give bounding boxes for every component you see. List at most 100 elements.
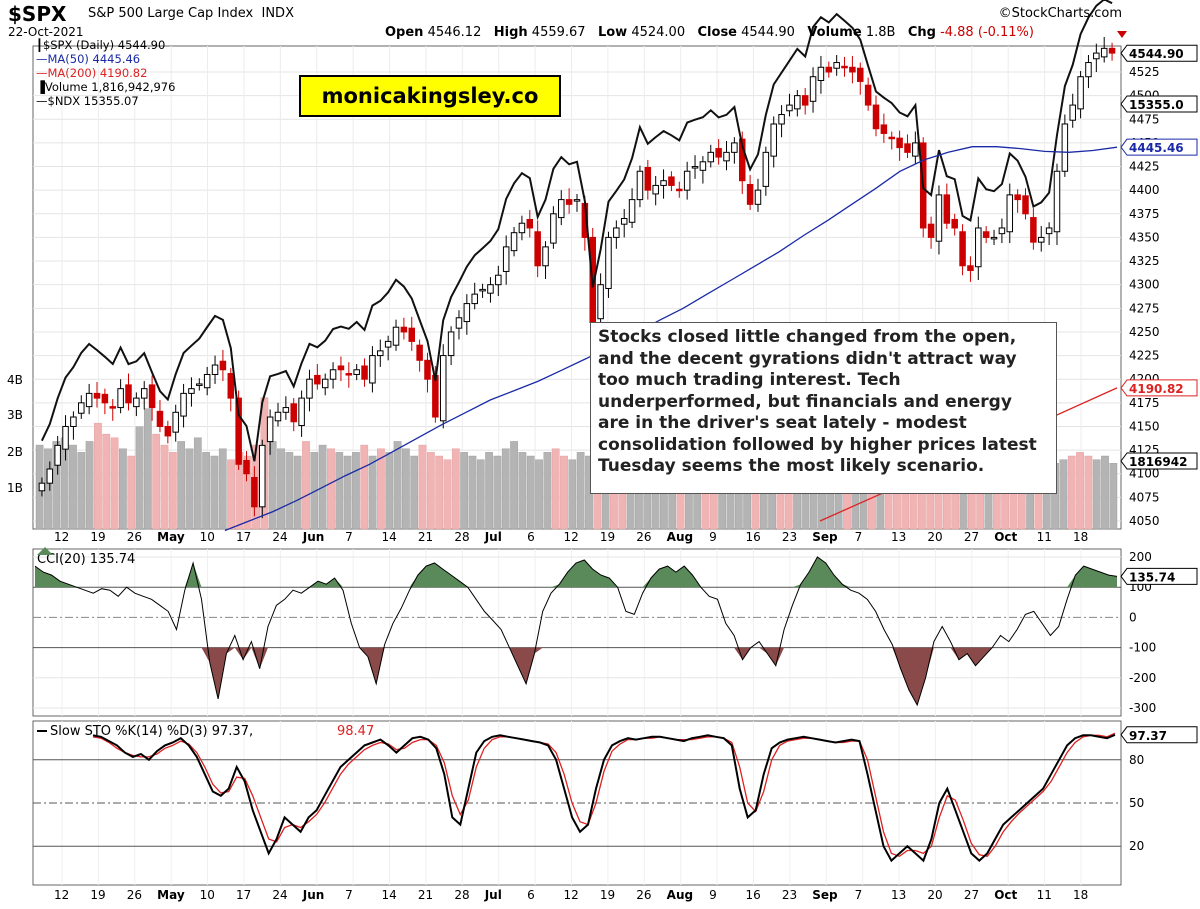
source-credit[interactable]: ©StockCharts.com xyxy=(998,6,1122,21)
candle-body xyxy=(479,288,486,292)
candle-body xyxy=(746,183,754,205)
candle-body xyxy=(613,227,620,238)
ndx-value-tag: 15355.0 xyxy=(1129,98,1184,112)
ndx-line xyxy=(40,0,1113,462)
x-tick-label: 13 xyxy=(891,888,906,902)
candle-body xyxy=(550,213,557,244)
volume-bar xyxy=(1092,459,1101,530)
x-tick-label: 7 xyxy=(345,530,353,544)
price-tick-label: 4075 xyxy=(1129,490,1160,504)
candle-body xyxy=(959,231,966,267)
volume-bar xyxy=(352,452,360,530)
x-tick-label: 24 xyxy=(272,530,287,544)
candle-body xyxy=(652,184,659,195)
volume-bar xyxy=(410,455,419,530)
index-name: S&P 500 Large Cap Index INDX xyxy=(88,6,294,21)
volume-bar xyxy=(102,433,111,530)
x-tick-label: 19 xyxy=(90,888,105,902)
index-fullname: S&P 500 Large Cap Index xyxy=(88,6,254,21)
volume-bar xyxy=(1084,455,1093,530)
candle-body xyxy=(408,327,416,342)
volume-bar xyxy=(1059,459,1068,530)
candle-body xyxy=(620,218,628,225)
x-tick-label: 20 xyxy=(927,888,942,902)
x-tick-label: Oct xyxy=(994,530,1017,544)
volume-axis-label: 1B xyxy=(7,481,23,495)
volume-bar xyxy=(119,448,127,530)
candle-body xyxy=(975,227,982,268)
chg-label: Chg xyxy=(907,25,936,40)
volume-bar xyxy=(426,452,435,530)
price-tick-label: 4375 xyxy=(1129,207,1160,221)
volume-bar xyxy=(377,448,385,530)
candle-body xyxy=(558,199,565,219)
candle-body xyxy=(896,137,903,149)
candle-body xyxy=(723,151,730,162)
candle-body xyxy=(1037,236,1045,243)
cci-tick-label: 0 xyxy=(1129,610,1137,624)
volume-bar xyxy=(543,452,552,530)
candle-body xyxy=(227,373,235,399)
cci-label: CCI(20) 135.74 xyxy=(37,552,135,567)
candle-body xyxy=(1006,194,1014,233)
x-tick-label: 12 xyxy=(54,888,69,902)
x-tick-label: 28 xyxy=(454,530,469,544)
candle-body xyxy=(833,62,840,69)
candle-body xyxy=(982,231,990,238)
candle-body xyxy=(801,95,809,106)
candle-body xyxy=(1022,195,1029,215)
legend-ma50: —MA(50) 4445.46 xyxy=(36,52,141,66)
candle-body xyxy=(668,176,675,186)
volume-bar xyxy=(135,426,144,530)
chg-value: -4.88 (-0.11%) xyxy=(940,25,1034,40)
x-tick-label: 10 xyxy=(200,530,215,544)
exchange: INDX xyxy=(261,6,294,21)
x-tick-label: 26 xyxy=(636,888,651,902)
price-tick-label: 4150 xyxy=(1129,419,1160,433)
candle-body xyxy=(416,344,423,361)
volume-bar xyxy=(77,452,86,530)
candle-body xyxy=(683,170,691,191)
x-tick-label: 21 xyxy=(418,888,433,902)
x-tick-label: 11 xyxy=(1037,530,1052,544)
price-tick-label: 4300 xyxy=(1129,278,1160,292)
volume-value-tag: 1816942 xyxy=(1129,455,1187,469)
volume-bar xyxy=(227,459,235,530)
x-tick-label: 19 xyxy=(600,888,615,902)
candle-body xyxy=(345,373,353,376)
volume-bar xyxy=(168,452,177,530)
legend-volume: ▐Volume 1,816,942,976 xyxy=(36,80,176,94)
candle-body xyxy=(133,397,140,408)
high-label: High xyxy=(493,25,528,40)
candle-body xyxy=(101,393,109,404)
volume-bar xyxy=(127,455,136,530)
candle-body xyxy=(203,373,211,389)
x-tick-label: 20 xyxy=(927,530,942,544)
watermark-banner[interactable]: monicakingsley.co xyxy=(299,75,561,117)
sto-value-tag-box xyxy=(1120,726,1198,744)
ohlc-readout: Open 4546.12 High 4559.67 Low 4524.00 Cl… xyxy=(385,25,1034,40)
volume-bar xyxy=(143,408,152,530)
price-tick-label: 4100 xyxy=(1129,467,1160,481)
candle-body xyxy=(927,223,935,238)
x-tick-label: 12 xyxy=(564,888,579,902)
volume-bar xyxy=(60,437,69,530)
candle-body xyxy=(1108,47,1116,54)
candle-body xyxy=(337,365,345,371)
candle-body xyxy=(259,444,266,508)
candle-body xyxy=(156,410,164,427)
candle-body xyxy=(282,407,290,413)
candle-body xyxy=(266,416,274,443)
down-triangle-icon xyxy=(1117,31,1127,38)
candle-body xyxy=(361,365,368,380)
price-tick-label: 4350 xyxy=(1129,230,1160,244)
candle-body xyxy=(502,246,510,272)
volume-bar xyxy=(501,448,510,530)
low-label: Low xyxy=(597,25,628,40)
volume-value: 1.8B xyxy=(865,25,896,40)
candle-body xyxy=(825,66,833,73)
x-tick-label: Sep xyxy=(812,530,838,544)
volume-bar xyxy=(485,452,493,530)
volume-bar xyxy=(177,441,186,530)
